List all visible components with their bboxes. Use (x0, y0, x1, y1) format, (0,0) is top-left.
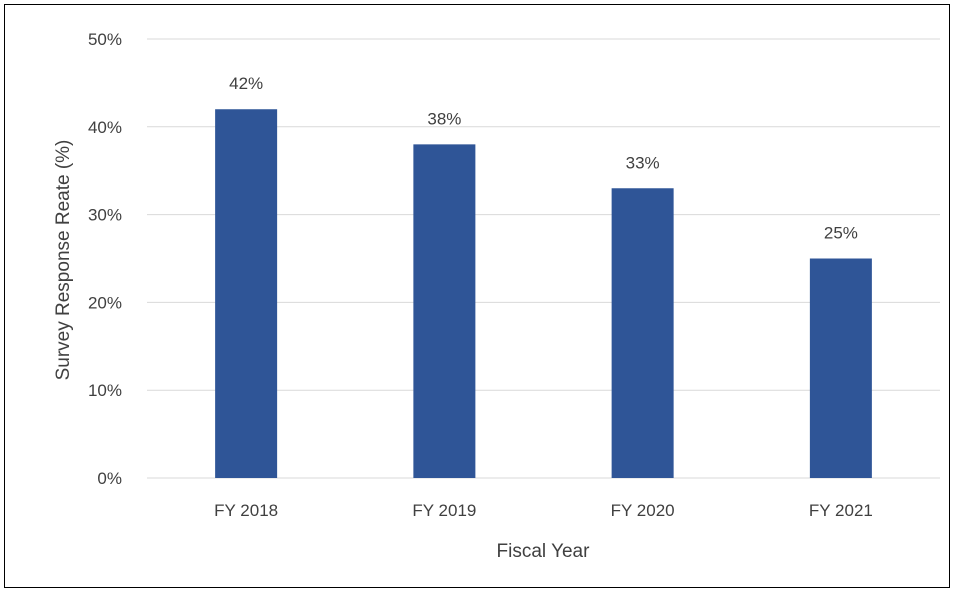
y-tick-label: 10% (88, 381, 122, 400)
y-tick-label: 0% (97, 469, 122, 488)
y-tick-label: 20% (88, 293, 122, 312)
y-axis-title: Survey Response Reate (%) (53, 140, 74, 381)
data-label: 25% (824, 224, 858, 243)
y-tick-label: 30% (88, 206, 122, 225)
bars (215, 109, 872, 479)
bar-fy-2019 (413, 144, 476, 479)
y-axis-ticks: 0% 10% 20% 30% 40% 50% (88, 30, 122, 488)
x-tick-label: FY 2021 (809, 501, 873, 520)
y-tick-label: 50% (88, 30, 122, 49)
bar-fy-2021 (809, 258, 872, 478)
x-axis-ticks: FY 2018 FY 2019 FY 2020 FY 2021 (214, 501, 873, 520)
x-tick-label: FY 2019 (412, 501, 476, 520)
bar-fy-2018 (215, 109, 278, 479)
data-labels: 42% 38% 33% 25% (229, 74, 858, 242)
data-label: 38% (427, 109, 461, 128)
chart-frame (4, 4, 950, 588)
gridlines (147, 38, 940, 479)
data-label: 42% (229, 74, 263, 93)
x-axis-title: Fiscal Year (497, 541, 591, 562)
x-tick-label: FY 2020 (611, 501, 675, 520)
x-tick-label: FY 2018 (214, 501, 278, 520)
data-label: 33% (626, 153, 660, 172)
y-tick-label: 40% (88, 118, 122, 137)
bar-fy-2020 (611, 188, 674, 478)
